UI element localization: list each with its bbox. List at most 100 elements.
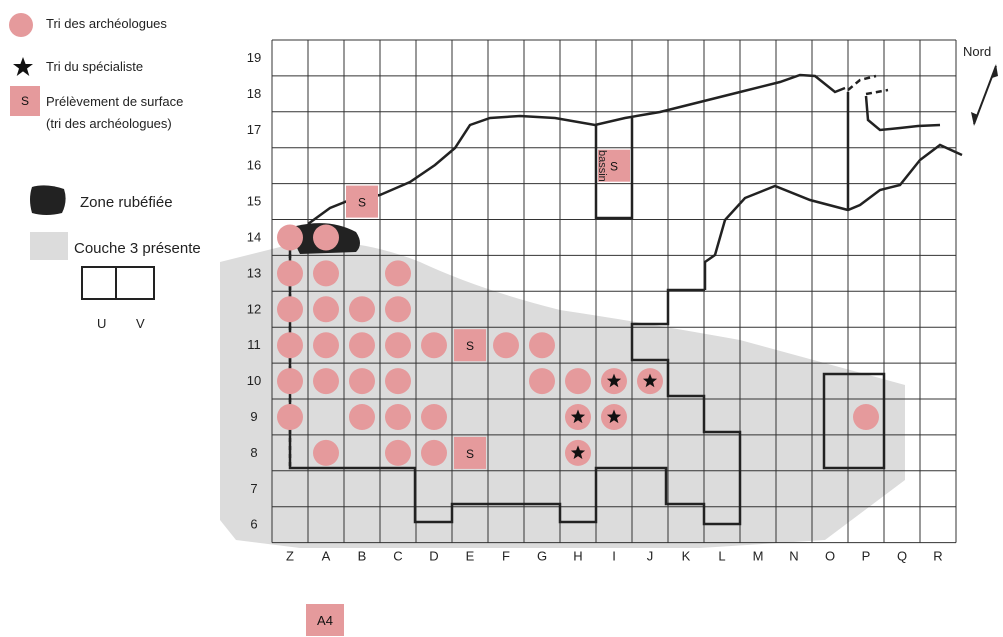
row-label: 10	[247, 373, 261, 388]
archaeologist-sort-marker	[853, 404, 879, 430]
row-label: 13	[247, 265, 261, 280]
archaeologist-sort-marker	[421, 332, 447, 359]
circle-legend-icon	[9, 13, 33, 37]
wall-line-east	[864, 95, 941, 132]
row-label: 16	[247, 158, 261, 173]
burnt-zone-legend-icon	[30, 185, 66, 215]
row-label: 8	[250, 445, 257, 460]
unit-v-box	[117, 266, 155, 300]
legend-prelevement-line2: (tri des archéologues)	[46, 116, 172, 131]
legend-tri-archeologues: Tri des archéologues	[46, 16, 167, 31]
archaeologist-sort-marker	[313, 224, 339, 251]
wall-dash-east	[865, 88, 889, 96]
archaeologist-sort-marker	[493, 332, 519, 359]
couche3-legend-swatch	[30, 232, 68, 260]
archaeologist-sort-marker	[529, 332, 555, 359]
archaeologist-sort-marker	[385, 332, 411, 359]
row-label: 18	[247, 86, 261, 101]
surface-sample-legend-icon: S	[10, 86, 40, 116]
archaeologist-sort-marker	[349, 296, 375, 323]
bassin-label: bassin	[596, 150, 608, 182]
column-label: L	[718, 549, 725, 564]
column-label: C	[393, 549, 402, 564]
specialist-sort-star	[570, 445, 586, 459]
square-label-a4: A4	[306, 604, 344, 636]
column-label: R	[933, 549, 942, 564]
archaeologist-sort-marker	[313, 260, 339, 287]
row-label: 9	[250, 409, 257, 424]
archaeologist-sort-marker	[277, 260, 303, 287]
column-label: I	[612, 549, 616, 564]
grid	[271, 39, 957, 544]
column-label: K	[682, 549, 691, 564]
excavation-outline	[288, 73, 963, 526]
legend-v-label: V	[136, 316, 145, 331]
archaeologist-sort-marker	[277, 224, 303, 251]
legend-prelevement-line1: Prélèvement de surface	[46, 94, 184, 109]
row-label: 12	[247, 301, 261, 316]
legend-u-label: U	[97, 316, 107, 331]
surface-sample-letter: S	[358, 196, 366, 210]
column-label: A	[322, 549, 331, 564]
legend-tri-specialiste: Tri du spécialiste	[46, 59, 144, 74]
wall-dash	[847, 74, 877, 91]
row-label: 6	[250, 517, 257, 532]
grid-labels: Z A B C D E F G H I J K L M N O P Q R 19 18 17 16 15 14 13 12 11 10 9…	[247, 50, 943, 564]
column-label: J	[647, 549, 654, 564]
p9-outline	[822, 372, 886, 470]
inner-line	[703, 143, 963, 290]
north-arrow-icon	[971, 64, 998, 126]
row-label: 19	[247, 50, 261, 65]
archaeologist-sort-marker	[529, 368, 555, 395]
archaeologist-sort-marker	[385, 368, 411, 395]
column-label: G	[537, 549, 547, 564]
specialist-sort-star	[570, 409, 586, 424]
column-label: Q	[897, 549, 907, 564]
archaeologist-sort-marker	[277, 404, 303, 430]
specialist-sort-star	[606, 373, 622, 388]
sample-markers: S S S S	[277, 149, 879, 469]
column-label: M	[753, 549, 764, 564]
surface-sample-letter: S	[610, 160, 618, 174]
column-label: D	[429, 549, 438, 564]
column-label: H	[573, 549, 582, 564]
column-label: E	[466, 549, 475, 564]
surface-sample-marker	[598, 149, 630, 182]
cliff-line	[307, 73, 846, 226]
archaeologist-sort-marker	[313, 332, 339, 359]
archaeologist-sort-marker	[277, 368, 303, 395]
north-label: Nord	[963, 44, 992, 59]
couche-3-shade	[220, 241, 905, 548]
archaeologist-sort-marker	[385, 260, 411, 287]
archaeologist-sort-marker	[313, 439, 339, 466]
archaeologist-sort-marker	[277, 296, 303, 323]
archaeologist-sort-marker	[385, 439, 411, 466]
archaeologist-sort-marker	[385, 296, 411, 323]
row-label: 11	[247, 337, 261, 352]
couche-3-zone	[220, 241, 905, 548]
archaeologist-sort-marker	[313, 368, 339, 395]
surface-sample-letter: S	[466, 447, 474, 461]
column-label: B	[358, 549, 367, 564]
specialist-sort-star	[606, 409, 622, 424]
row-label: 17	[247, 122, 261, 137]
unit-u-box	[81, 266, 117, 300]
archaeologist-sort-marker	[313, 296, 339, 323]
archaeologist-sort-marker	[421, 439, 447, 466]
column-label: Z	[286, 549, 294, 564]
column-label: N	[789, 549, 798, 564]
bassin-outline	[594, 118, 634, 220]
row-label: 7	[250, 481, 257, 496]
star-legend-icon	[13, 57, 33, 76]
surface-sample-letter: S	[466, 339, 474, 353]
specialist-sort-star	[642, 373, 658, 388]
archaeologist-sort-marker	[421, 404, 447, 430]
archaeologist-sort-marker	[349, 404, 375, 430]
column-label: F	[502, 549, 510, 564]
surface-sample-marker	[454, 436, 486, 469]
row-label: 15	[247, 194, 261, 209]
archaeologist-sort-marker	[349, 332, 375, 359]
excavation-outline-main	[288, 230, 742, 526]
legend-zone-rubefiee: Zone rubéfiée	[80, 194, 173, 211]
